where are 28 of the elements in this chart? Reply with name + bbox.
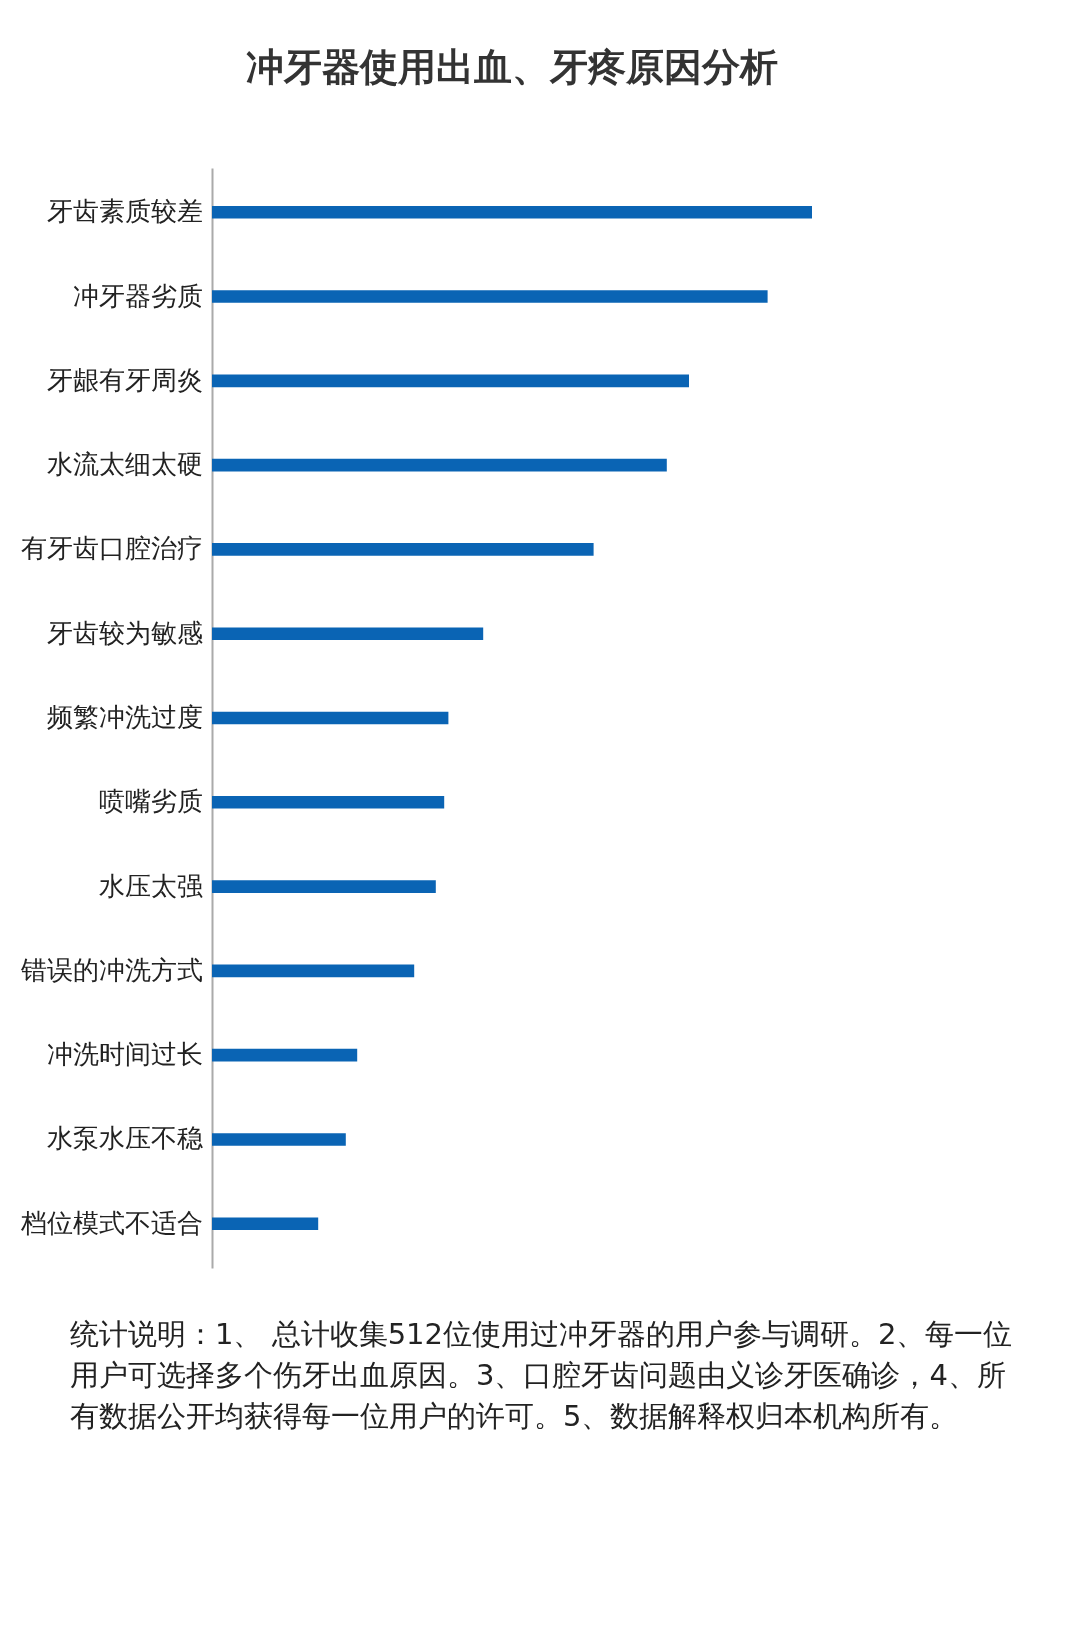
y-tick-label: 档位模式不适合 (19, 1207, 203, 1238)
bar (212, 964, 415, 978)
y-tick-label: 有牙齿口腔治疗 (20, 533, 203, 564)
chart-title: 冲牙器使用出血、牙疼原因分析 (246, 45, 778, 89)
bar (212, 290, 768, 303)
bar (212, 543, 594, 556)
text: 统计说明：1、 总计收集512位使用过冲牙器的用户参与调研。2、每一位用户可选择多个伤牙出血原因。3、口腔牙齿问题由义诊牙医确诊，4、所有数据公开均获得每一位用户的许可。5、数据解释权归本机构所有。 (70, 1316, 1014, 1435)
bar (212, 795, 445, 809)
y-tick-label: 水流太细太硬 (46, 449, 203, 480)
bar (212, 1048, 358, 1062)
y-tick-label: 错误的冲洗方式 (19, 954, 203, 985)
bar (212, 1133, 346, 1146)
bar (212, 627, 484, 641)
y-tick-label: 频繁冲洗过度 (46, 702, 203, 732)
bar (212, 711, 449, 725)
y-tick-label: 牙龈有牙周炎 (46, 364, 203, 395)
bar (212, 374, 689, 388)
y-tick-label: 水泵水压不稳 (46, 1123, 203, 1154)
bar (212, 1217, 319, 1231)
y-tick-label: 牙齿较为敏感 (46, 617, 203, 648)
y-tick-label: 冲洗时间过长 (46, 1039, 203, 1070)
bar (212, 205, 812, 219)
y-tick-label: 冲牙器劣质 (72, 280, 203, 311)
bar (212, 458, 667, 472)
y-tick-label: 喷嘴劣质 (98, 786, 203, 817)
y-tick-label: 水压太强 (98, 870, 203, 901)
y-tick-label: 牙齿素质较差 (46, 196, 203, 227)
bar (212, 880, 436, 893)
